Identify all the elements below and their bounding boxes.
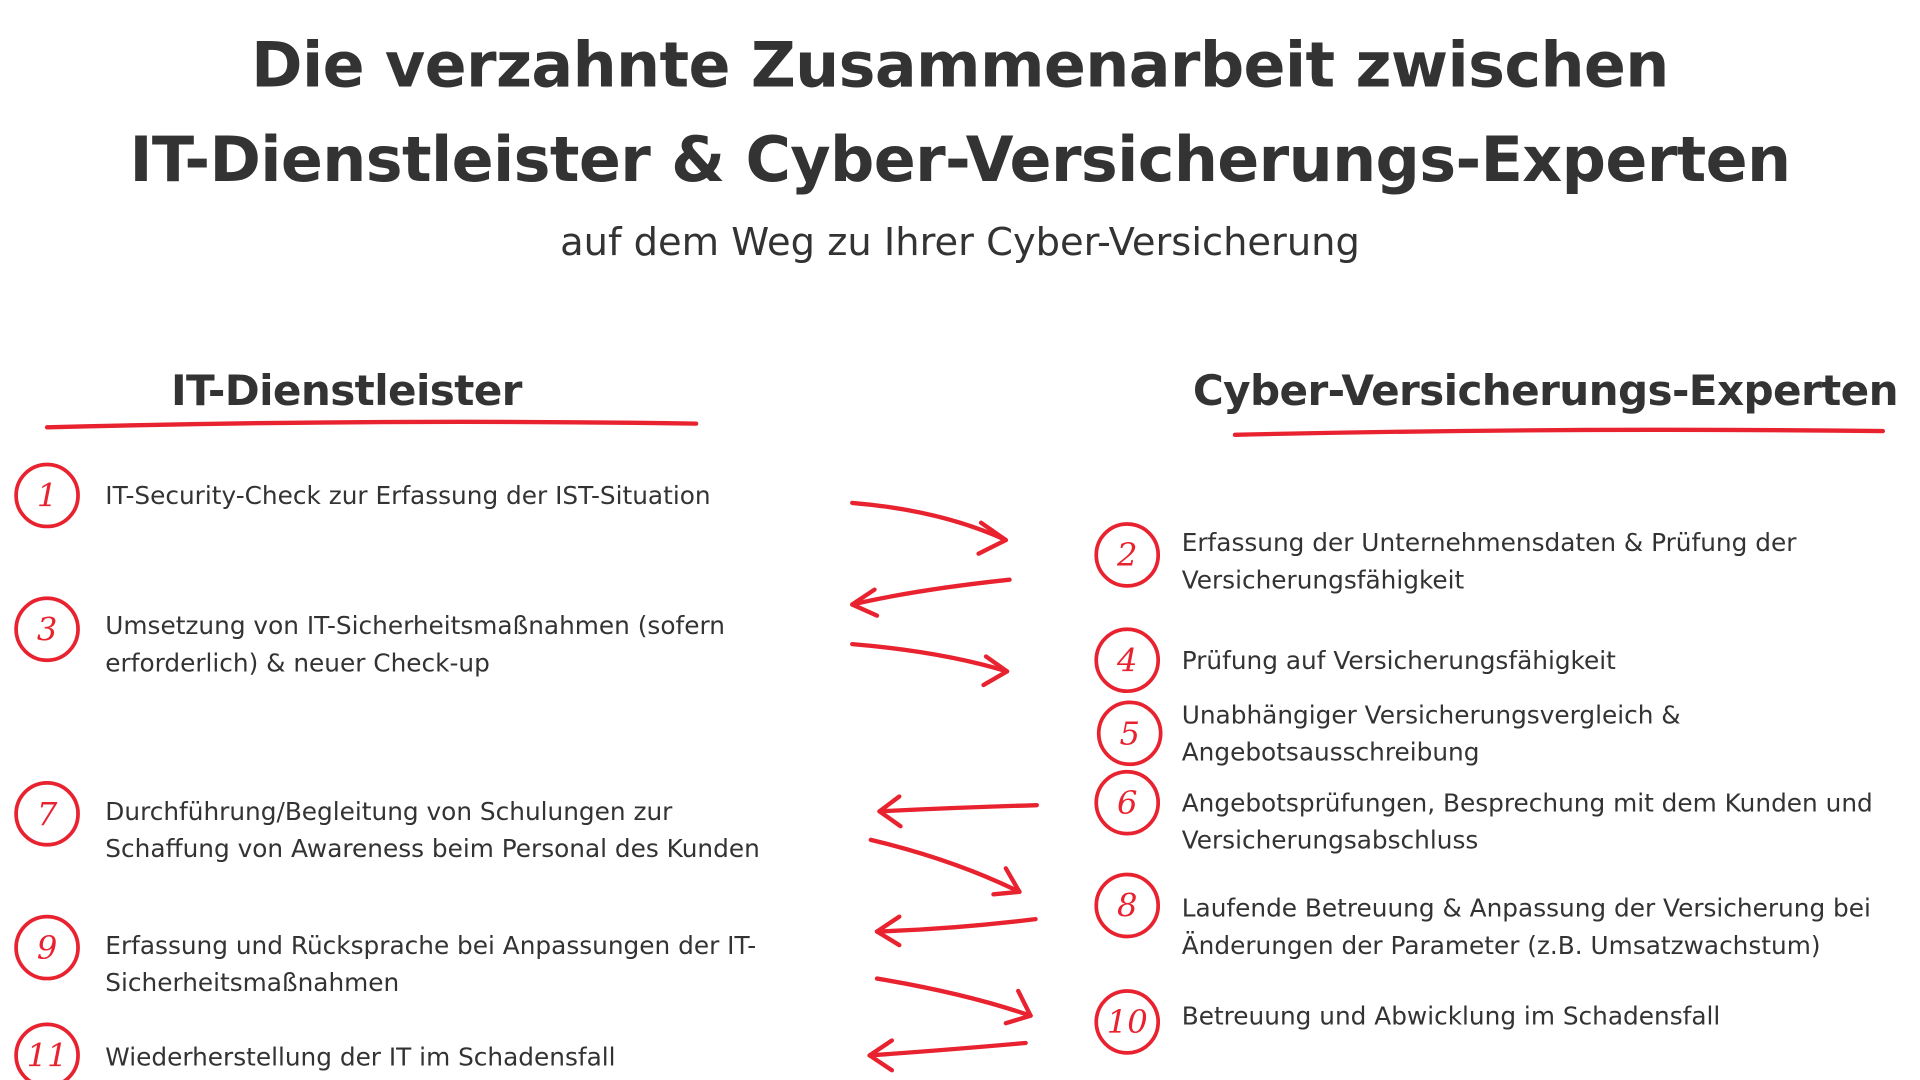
arrow-9-to-10: [874, 976, 1033, 1026]
right-step-text: Unabhängiger Versicherungsvergleich & An…: [1181, 699, 1681, 767]
step-number: 7: [37, 795, 58, 833]
arrow-10-to-11: [867, 1038, 1028, 1073]
left-heading-underline: [44, 419, 699, 430]
right-step-text: Prüfung auf Versicherungsfähigkeit: [1181, 645, 1616, 676]
step-marker-11: 11: [14, 1022, 80, 1080]
right-step-text: Angebotsprüfungen, Besprechung mit dem K…: [1181, 787, 1873, 855]
step-marker-4: 4: [1094, 627, 1161, 694]
left-step-text: Erfassung und Rücksprache bei Anpassunge…: [105, 930, 757, 998]
step-marker-10: 10: [1094, 989, 1161, 1055]
step-number: 8: [1117, 887, 1137, 925]
right-step-text: Betreuung und Abwicklung im Schadensfall: [1181, 1000, 1721, 1031]
left-heading: IT-Dienstleister: [170, 366, 523, 417]
right-step-text: Laufende Betreuung & Anpassung der Versi…: [1181, 893, 1871, 960]
step-marker-8: 8: [1094, 872, 1161, 939]
step-number: 4: [1116, 641, 1137, 679]
step-number: 9: [37, 929, 57, 967]
right-heading: Cyber-Versicherungs-Experten: [1192, 366, 1899, 417]
step-marker-2: 2: [1094, 522, 1161, 588]
arrow-1-to-2: [850, 500, 1008, 556]
step-marker-6: 6: [1094, 769, 1161, 836]
left-step-text: Durchführung/Begleitung von Schulungen z…: [105, 796, 760, 864]
step-number: 10: [1107, 1003, 1148, 1041]
subtitle: auf dem Weg zu Ihrer Cyber-Versicherung: [560, 220, 1360, 266]
title-line-1: Die verzahnte Zusammenarbeit zwischen: [251, 29, 1669, 102]
step-marker-9: 9: [14, 914, 80, 981]
step-marker-3: 3: [14, 596, 80, 663]
right-step-text: Erfassung der Unternehmensdaten & Prüfun…: [1181, 527, 1797, 595]
step-number: 5: [1119, 714, 1139, 752]
left-step-text: Umsetzung von IT-Sicherheitsmaßnahmen (s…: [105, 610, 725, 678]
step-marker-5: 5: [1096, 700, 1163, 767]
step-number: 3: [37, 610, 57, 648]
arrow-2-to-3: [850, 577, 1012, 618]
step-number: 6: [1117, 784, 1137, 822]
step-number: 1: [37, 477, 57, 515]
title-line-2: IT-Dienstleister & Cyber-Versicherungs-E…: [129, 123, 1791, 196]
step-number: 11: [27, 1037, 68, 1075]
left-step-text: Wiederherstellung der IT im Schadensfall: [105, 1041, 616, 1072]
step-marker-1: 1: [14, 462, 80, 529]
step-marker-7: 7: [14, 781, 80, 847]
arrow-3-to-4: [850, 641, 1010, 688]
right-heading-underline: [1232, 427, 1885, 437]
arrow-7-to-8: [868, 837, 1022, 897]
arrow-6-to-7: [877, 794, 1039, 829]
step-number: 2: [1116, 536, 1137, 574]
arrow-8-to-9: [874, 914, 1038, 948]
left-step-text: IT-Security-Check zur Erfassung der IST-…: [105, 480, 711, 511]
